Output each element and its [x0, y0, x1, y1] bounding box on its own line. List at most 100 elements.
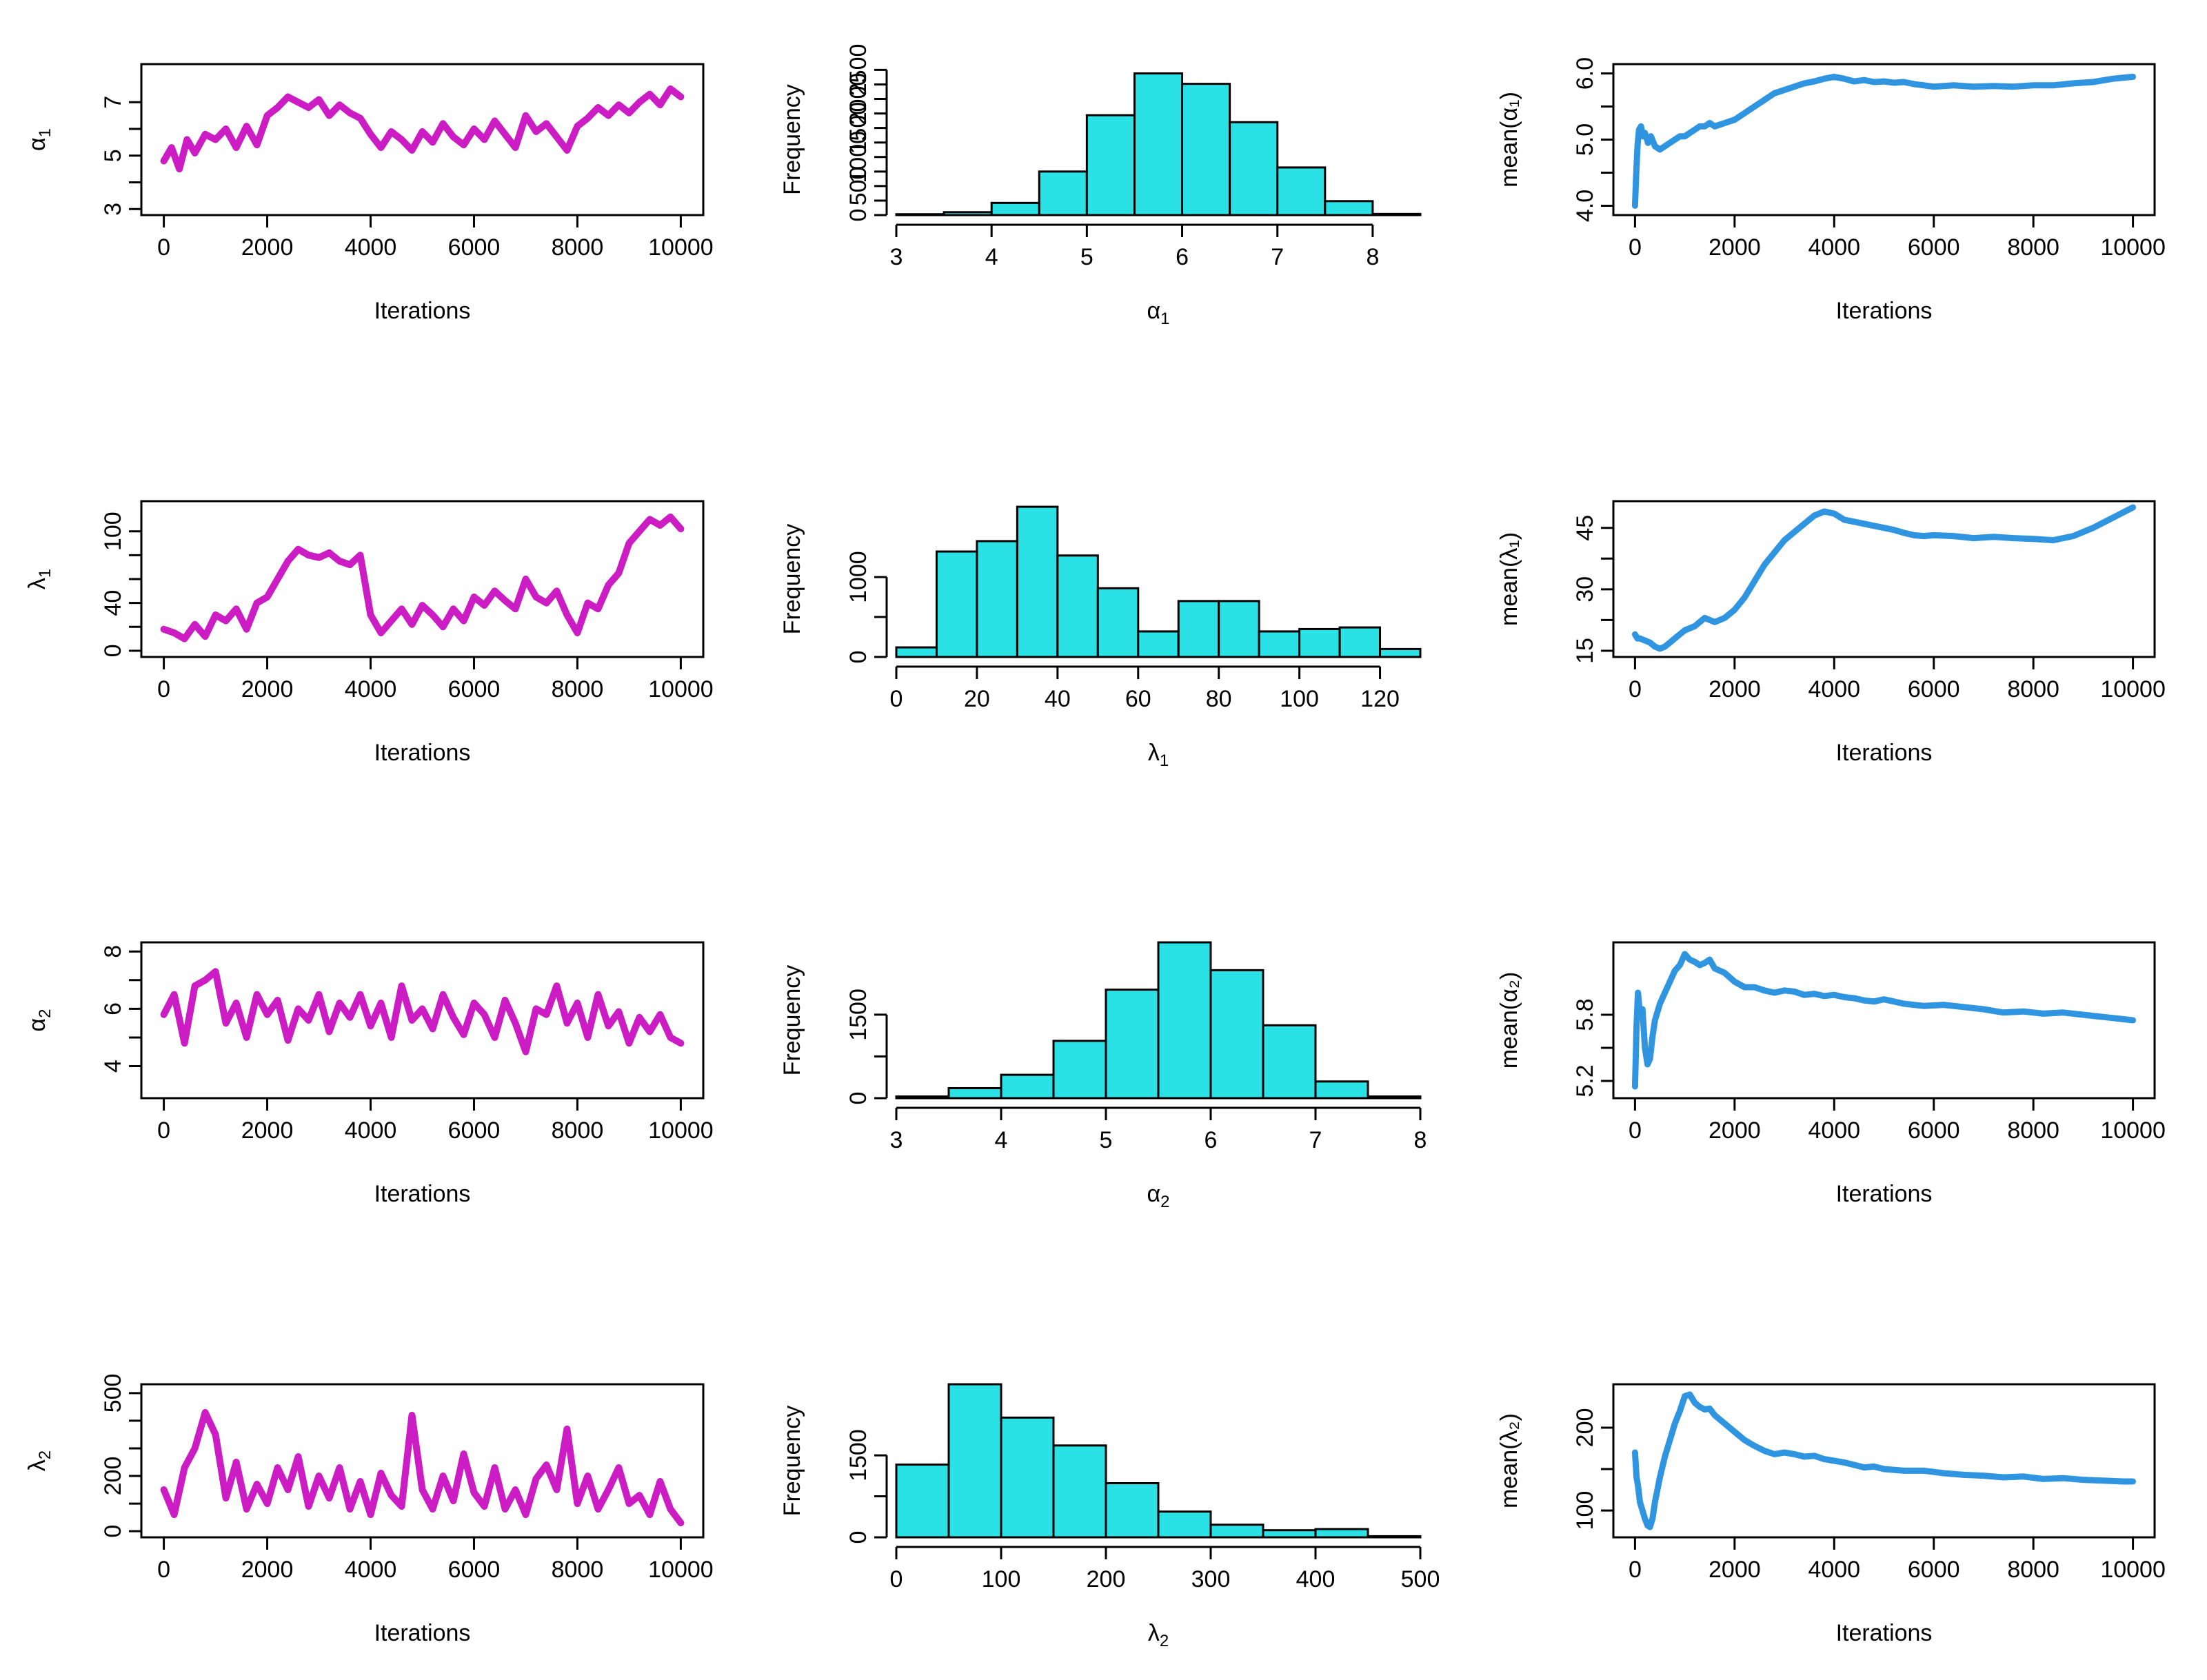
panel-mean-lambda1: 0 2000 4000 6000 8000 10000 15 30 45 Iterations me… — [1496, 500, 2166, 766]
x-axis-label: Iterations — [1836, 298, 1933, 324]
histogram-bar — [1177, 600, 1220, 658]
histogram-bar — [1000, 1416, 1055, 1539]
x-tick-label: 2000 — [1709, 676, 1761, 702]
histogram-bar — [1371, 212, 1422, 216]
x-axis-label: Iterations — [374, 1620, 471, 1646]
x-tick-label: 6 — [1205, 1127, 1218, 1153]
x-axis-label: λ2 — [1148, 1620, 1169, 1650]
x-tick-label: 0 — [1629, 1557, 1642, 1583]
x-tick-label: 8 — [1414, 1127, 1427, 1153]
y-tick-label: 5.0 — [1572, 123, 1598, 156]
x-tick-label: 4000 — [1808, 234, 1860, 261]
histogram-bar — [1157, 941, 1212, 1100]
x-tick-label: 500 — [1401, 1566, 1440, 1592]
x-tick-label: 10000 — [648, 676, 714, 702]
x-tick-label: 0 — [1629, 1117, 1642, 1144]
x-tick-label: 0 — [157, 676, 170, 702]
x-tick-label: 6000 — [448, 676, 501, 702]
y-axis-label: λ1 — [24, 569, 54, 589]
y-tick-label: 1000 — [845, 551, 871, 603]
x-axis-label: α2 — [1147, 1181, 1169, 1211]
histogram-bar — [1262, 1529, 1317, 1539]
panel-trace-alpha2: 0 2000 4000 6000 8000 10000 4 6 8 Iterations α2 — [24, 941, 714, 1207]
x-tick-label: 200 — [1087, 1566, 1126, 1592]
running-mean-line — [1631, 73, 2137, 209]
histogram-bar — [1258, 630, 1301, 658]
x-axis-label: Iterations — [1836, 1620, 1933, 1646]
histogram-bar — [1133, 72, 1184, 216]
y-tick-label: 500 — [100, 1374, 126, 1413]
histogram-bar — [1314, 1528, 1369, 1539]
histogram-bar — [1338, 626, 1382, 658]
x-axis-label: Iterations — [374, 298, 471, 324]
histogram-bar — [1324, 200, 1374, 216]
y-axis-label: mean(λ₁) — [1496, 532, 1522, 626]
y-tick-label: 7 — [100, 96, 126, 109]
x-tick-label: 10000 — [2100, 234, 2166, 261]
panel-hist-lambda2: 0 100 200 300 400 500 0 1500 λ2 Frequency — [779, 1383, 1440, 1650]
x-tick-label: 7 — [1271, 244, 1284, 270]
panel-trace-alpha1: 0 2000 4000 6000 8000 10000 3 5 7 Iterations α1 — [24, 63, 714, 324]
trace-line — [160, 968, 685, 1055]
running-mean-line — [1631, 1391, 2137, 1530]
x-tick-label: 4000 — [1808, 676, 1860, 702]
x-tick-label: 4000 — [1808, 1117, 1860, 1144]
histogram-bar — [895, 1464, 950, 1539]
x-tick-label: 6000 — [1908, 234, 1960, 261]
x-tick-label: 8000 — [2007, 676, 2059, 702]
x-tick-label: 0 — [157, 1117, 170, 1144]
histogram-bar — [1096, 587, 1140, 658]
x-tick-label: 5 — [1100, 1127, 1113, 1153]
y-tick-label: 0 — [845, 651, 871, 664]
running-mean-line — [1631, 951, 2137, 1090]
y-tick-label: 200 — [1572, 1408, 1598, 1448]
x-tick-label: 0 — [1629, 234, 1642, 261]
x-axis-label: Iterations — [1836, 1181, 1933, 1207]
y-tick-label: 45 — [1572, 515, 1598, 541]
x-tick-label: 8 — [1366, 244, 1379, 270]
x-tick-label: 6000 — [448, 1117, 501, 1144]
x-tick-label: 10000 — [648, 234, 714, 261]
y-axis-label: mean(α₂) — [1496, 972, 1522, 1069]
x-tick-label: 8000 — [2007, 234, 2059, 261]
histogram-bar — [947, 1086, 1002, 1100]
trace-line — [160, 513, 685, 642]
plot-frame — [1612, 63, 2156, 216]
y-tick-label: 15 — [1572, 638, 1598, 664]
y-axis-label: Frequency — [779, 965, 805, 1076]
y-tick-label: 3 — [100, 203, 126, 216]
histogram-bar — [1209, 1524, 1264, 1539]
x-tick-label: 10000 — [648, 1117, 714, 1144]
y-tick-label: 100 — [100, 512, 126, 551]
x-tick-label: 400 — [1296, 1566, 1336, 1592]
histogram-bar — [1137, 630, 1180, 658]
histogram-bar — [1314, 1080, 1369, 1100]
x-tick-label: 6 — [1176, 244, 1189, 270]
x-tick-label: 10000 — [648, 1557, 714, 1583]
histogram-bar — [1276, 166, 1327, 216]
histogram-bar — [990, 201, 1040, 216]
x-tick-label: 0 — [890, 1566, 903, 1592]
x-tick-label: 60 — [1125, 686, 1151, 712]
y-tick-label: 100 — [1572, 1491, 1598, 1530]
x-tick-label: 2000 — [1709, 234, 1761, 261]
histogram-bar — [1000, 1073, 1055, 1100]
histogram-bar — [1157, 1510, 1212, 1539]
y-tick-label: 1500 — [845, 989, 871, 1041]
panel-mean-lambda2: 0 2000 4000 6000 8000 10000 100 200 Iterations me… — [1496, 1383, 2166, 1646]
y-tick-label: 30 — [1572, 576, 1598, 603]
trace-line — [160, 85, 685, 173]
histogram-bar — [1038, 170, 1088, 216]
panel-trace-lambda1: 0 2000 4000 6000 8000 10000 0 40 100 Iterations λ1 — [24, 500, 714, 766]
x-tick-label: 6000 — [1908, 1117, 1960, 1144]
histogram-bar — [1218, 600, 1260, 658]
y-tick-label: 5.8 — [1572, 998, 1598, 1031]
panel-hist-lambda1: 0 20 40 60 80 100 120 0 1000 λ1 Frequency — [779, 505, 1422, 770]
y-tick-label: 1000 — [845, 131, 871, 183]
x-tick-label: 6000 — [1908, 676, 1960, 702]
x-tick-label: 4000 — [345, 676, 397, 702]
plot-frame — [140, 63, 705, 216]
histogram-bar — [1379, 647, 1422, 658]
x-tick-label: 10000 — [2100, 1557, 2166, 1583]
histogram-bar — [1052, 1040, 1107, 1100]
